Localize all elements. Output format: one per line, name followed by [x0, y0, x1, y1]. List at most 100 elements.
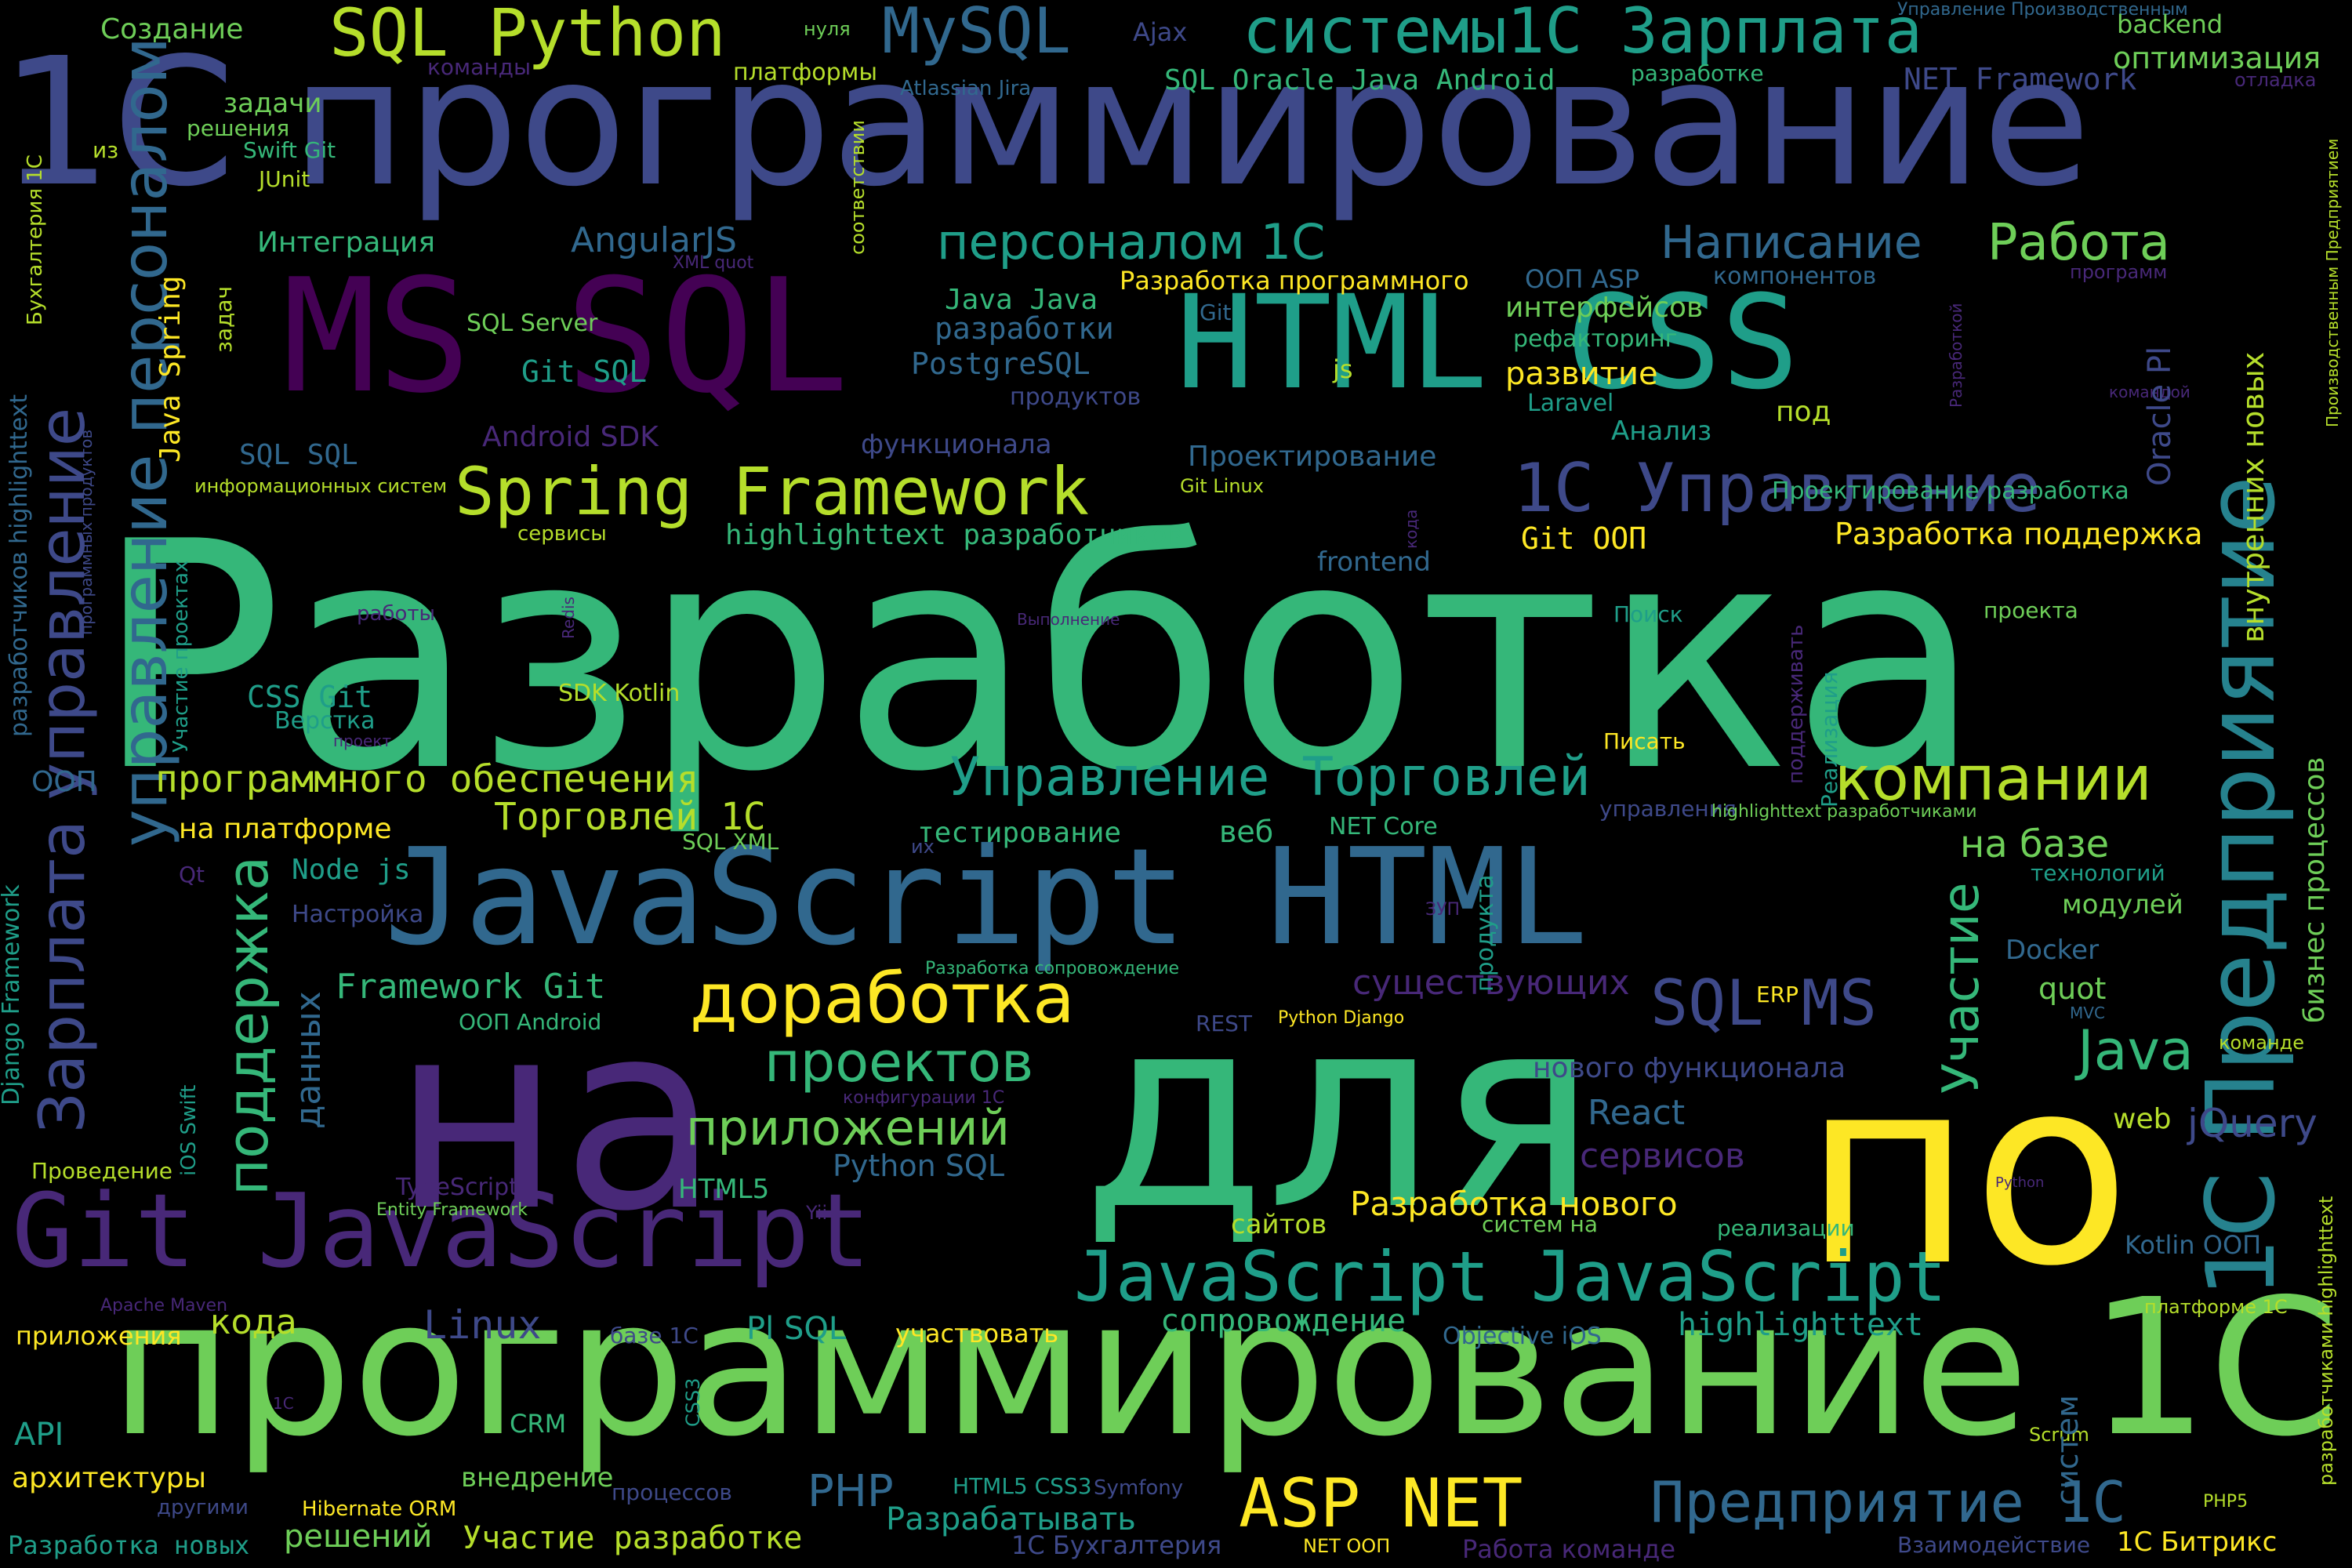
word-razrabatyvat: Разрабатывать — [886, 1501, 1136, 1537]
word-informatsionnykh-sistem: информационных систем — [194, 475, 448, 497]
word-zadach: задач — [211, 285, 237, 353]
word-funktsionala: функционала — [861, 429, 1052, 460]
word-pod: под — [1776, 396, 1831, 428]
word-react: React — [1588, 1093, 1686, 1133]
word-nulya: нуля — [804, 18, 851, 40]
word-komandoy: командой — [2109, 383, 2190, 401]
word-proektirovanie: Проектирование — [1188, 441, 1437, 473]
word-hibernate-orm: Hibernate ORM — [302, 1497, 457, 1521]
word-jquery: jQuery — [2187, 1101, 2318, 1146]
word-predpriyatie-1c: Предприятие 1С — [1650, 1469, 2126, 1535]
word-java-java: Java Java — [945, 284, 1098, 316]
word-asp-net: ASP NET — [1239, 1465, 1523, 1543]
word-sistem: систем — [2050, 1395, 2085, 1505]
word-razrabotka-podderzhka: Разработка поддержка — [1835, 517, 2203, 551]
word-net-oop: NET ООП — [1303, 1535, 1391, 1557]
word-komandy: команды — [427, 54, 532, 80]
word-sistemy-zarplata: системы1С Зарплата — [1243, 0, 1922, 67]
word-integratsiya: Интеграция — [257, 227, 435, 259]
word-baze-1c: базе 1С — [610, 1323, 699, 1348]
word-php5: PHP5 — [2203, 1492, 2249, 1512]
word-proektov: проектов — [764, 1030, 1034, 1094]
word-junit: JUnit — [259, 166, 310, 192]
word-vnedrenie: внедрение — [461, 1462, 614, 1494]
word-platforme-1c: платформе 1С — [2144, 1296, 2288, 1318]
word-razrabotka: Разработка — [94, 476, 1984, 840]
word-frontend: frontend — [1317, 546, 1431, 578]
word-produkta: продукта — [1472, 874, 1499, 993]
word-python-sql: Python SQL — [833, 1149, 1005, 1183]
word-vnutrennikh-novykh: внутренних новых — [2236, 351, 2270, 643]
word-podderzhka: поддержка — [215, 855, 281, 1196]
word-komponentov: компонентов — [1713, 263, 1877, 290]
word-saytov: сайтов — [1231, 1209, 1327, 1240]
word-prilozheniya: приложения — [16, 1321, 182, 1351]
word-interfeysov: интерфейсов — [1505, 292, 1704, 324]
word-uchastie-razrabotke: Участие разработке — [463, 1520, 803, 1556]
word-entity-framework: Entity Framework — [376, 1200, 528, 1220]
word-kompanii: компании — [1835, 744, 2152, 815]
word-objective-ios: Objective iOS — [1443, 1323, 1602, 1350]
word-1c-upravlenie: 1С Управление — [1513, 449, 2042, 528]
word-uchastie-proektakh: Участие проектах — [169, 560, 193, 753]
word-mvc: MVC — [2070, 1004, 2105, 1022]
word-razrabotki: разработки — [935, 311, 1114, 346]
word-highlighttext: highlighttext — [1678, 1307, 1924, 1343]
word-oop-asp: ООП ASP — [1525, 264, 1640, 294]
word-ms-sql: MS SQL — [282, 245, 849, 428]
word-crm: CRM — [510, 1409, 567, 1439]
word-typescript: TypeScript — [396, 1174, 518, 1201]
word-na-baze: на базе — [1960, 822, 2110, 866]
word-razrabotka-novogo: Разработка нового — [1350, 1185, 1678, 1223]
word-realizatsiya: Реализация — [1817, 671, 1842, 808]
word-upravleniya: управления — [1599, 796, 1737, 822]
word-programmnogo-obespecheniya: программного обеспечения — [155, 757, 699, 801]
word-node-js: Node js — [292, 854, 411, 886]
word-verstka: Верстка — [274, 707, 376, 735]
word-java: Java — [2078, 1018, 2194, 1083]
word-iz: из — [93, 137, 119, 163]
word-erp: ERP — [1756, 982, 1799, 1007]
word-personalom-1c: персоналом 1С — [937, 213, 1326, 270]
word-git-oop: Git ООП — [1521, 521, 1647, 556]
word-javascript-html: JavaScript HTML — [384, 820, 1588, 975]
word-sozdanie: Создание — [100, 13, 244, 45]
word-1c-small: 1С — [273, 1394, 294, 1413]
word-spring-framework: Spring Framework — [455, 453, 1090, 530]
word-ajax: Ajax — [1133, 17, 1188, 47]
word-programmirovanie-1c: программирование 1С — [110, 1258, 2340, 1478]
word-produktov: продуктов — [1010, 383, 1142, 411]
word-git-linux: Git Linux — [1180, 475, 1264, 497]
word-django-framework: Django Framework — [0, 884, 25, 1105]
word-sistem-na: систем на — [1482, 1211, 1599, 1237]
word-konfiguratsii-1c: конфигурации 1С — [843, 1088, 1005, 1108]
word-programm: программ — [2070, 261, 2168, 283]
word-php: PHP — [808, 1466, 894, 1517]
word-poisk: Поиск — [1613, 601, 1683, 627]
word-atlassian-jira: Atlassian Jira — [900, 77, 1032, 100]
word-veb: веб — [1219, 815, 1274, 849]
word-docker: Docker — [2005, 935, 2100, 966]
word-quot: quot — [2038, 971, 2107, 1006]
word-torgovley-1c: Торговлей 1С — [494, 795, 766, 839]
word-sushchestvuyushchikh: существующих — [1352, 963, 1630, 1003]
word-proekta: проекта — [1984, 597, 2078, 623]
word-dannykh: данных — [289, 991, 328, 1129]
word-oop-android: ООП Android — [459, 1009, 602, 1035]
word-provedenie: Проведение — [31, 1158, 173, 1184]
word-servisy: сервисы — [517, 522, 607, 546]
word-proizvodstvennym-predpriyatiem: Производственным Предприятием — [2323, 138, 2342, 427]
word-realizatsii: реализации — [1717, 1215, 1855, 1241]
word-drugimi: другими — [157, 1496, 249, 1519]
word-platformy: платформы — [733, 59, 878, 86]
word-rest: REST — [1196, 1011, 1253, 1036]
word-pisat: Писать — [1603, 728, 1686, 754]
word-nastroyka: Настройка — [292, 901, 424, 928]
word-pl-sql: Pl SQL — [746, 1311, 847, 1347]
word-optimizatsiya: оптимизация — [2113, 41, 2321, 75]
word-na: на — [392, 967, 720, 1268]
word-prilozheniy: приложений — [686, 1099, 1010, 1156]
word-razrabotka-programmnogo: Разработка программного — [1120, 266, 1469, 296]
word-kotlin-oop: Kotlin ООП — [2125, 1230, 2262, 1260]
word-koda: кода — [210, 1302, 297, 1342]
